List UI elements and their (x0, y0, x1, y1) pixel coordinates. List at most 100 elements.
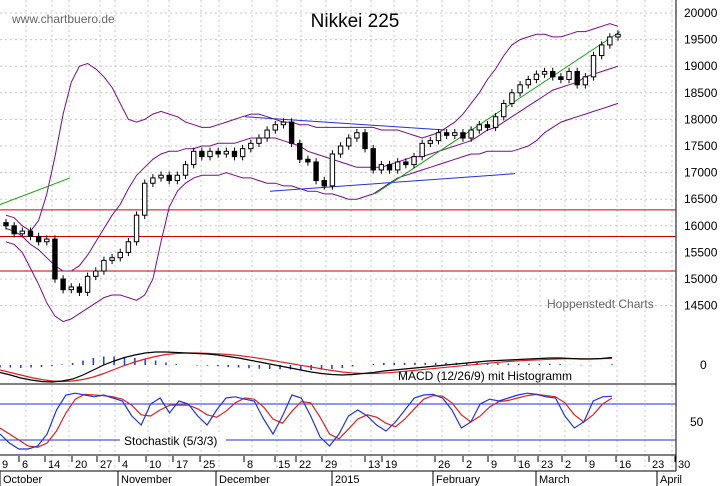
candle (394, 161, 401, 171)
candle (190, 150, 197, 166)
candle (525, 79, 531, 86)
candle (558, 76, 564, 80)
bollinger-mid (5, 65, 619, 272)
bollinger-bands (5, 23, 619, 323)
y-tick-label: 19500 (684, 33, 718, 47)
candle (239, 148, 246, 158)
month-label: 2015 (335, 474, 359, 486)
trendline-green (374, 31, 621, 195)
trendline-green (0, 177, 71, 205)
candle (256, 137, 262, 144)
y-tick-label: 17000 (684, 166, 718, 180)
candle (443, 132, 450, 136)
candle (27, 230, 34, 237)
x-tick-label: 22 (299, 459, 311, 471)
candle (174, 174, 181, 182)
x-tick-label: 25 (203, 459, 215, 471)
candle (501, 102, 507, 118)
candle (354, 132, 360, 139)
x-tick-label: 20 (75, 459, 87, 471)
month-labels: October November December 2015 February March… (0, 471, 682, 486)
candle (207, 150, 213, 158)
candle (346, 137, 352, 147)
candle (337, 145, 344, 155)
credit-label: Hoppenstedt Charts (547, 297, 654, 311)
candle (362, 132, 368, 150)
y-tick-label: 19000 (684, 59, 718, 73)
stoch-y-tick-label: 50 (690, 415, 704, 429)
candle (598, 44, 605, 57)
y-tick-label: 14500 (684, 299, 718, 313)
x-tick-label: 10 (149, 459, 161, 471)
x-tick-label: 9 (2, 459, 8, 471)
candle (52, 238, 58, 280)
candle (101, 259, 107, 272)
x-tick-label: 26 (438, 459, 450, 471)
candle (11, 225, 17, 235)
candle (517, 84, 523, 94)
y-tick-label: 15000 (684, 272, 718, 286)
candle (305, 158, 311, 163)
candle (378, 164, 385, 171)
x-tick-label: 6 (22, 459, 28, 471)
stoch-label: Stochastik (5/3/3) (124, 434, 217, 448)
y-tick-label: 17500 (684, 139, 718, 153)
y-tick-label: 15500 (684, 245, 718, 259)
candles (3, 30, 621, 297)
candle (533, 73, 540, 80)
month-label: December (219, 474, 270, 486)
x-axis-ticks: 9 6 14 20 27 4 10 17 25 8 15 22 29 13 19 26 2 9 16 23 2 9 16 23… (2, 456, 690, 471)
candle (509, 92, 515, 104)
x-tick-label: 15 (278, 459, 290, 471)
candle (215, 150, 221, 155)
candle (44, 238, 50, 243)
macd-line (0, 351, 613, 383)
candle (427, 140, 434, 144)
x-tick-label: 23 (541, 459, 553, 471)
x-tick-label: 8 (247, 459, 253, 471)
candle (223, 150, 230, 155)
support-lines (0, 209, 676, 272)
month-label: November (121, 474, 172, 486)
candle (288, 121, 295, 144)
candle (297, 142, 303, 160)
candle (117, 251, 123, 259)
bollinger-lower (5, 102, 619, 323)
candle (419, 142, 425, 158)
candle (484, 124, 491, 128)
candle (142, 182, 148, 216)
candle (280, 121, 287, 126)
x-tick-label: 19 (385, 459, 397, 471)
candle (468, 129, 474, 139)
x-tick-label: 16 (619, 459, 631, 471)
candle (248, 142, 254, 150)
candle (133, 214, 140, 243)
month-label: April (660, 474, 682, 486)
watermark: www.chartbuero.de (11, 12, 115, 26)
candle (231, 150, 238, 158)
candle (582, 76, 589, 86)
chart-title: Nikkei 225 (311, 11, 400, 32)
stochastic-panel (0, 392, 676, 450)
y-axis-ticks: 20000 19500 19000 18500 18000 17500 17000 16500… (684, 6, 718, 429)
candle (199, 150, 205, 158)
stoch-d-line (0, 393, 613, 448)
candle (435, 132, 442, 142)
month-label: February (436, 474, 481, 486)
macd-y-tick-label: 0 (700, 358, 707, 372)
candle (329, 153, 336, 187)
x-tick-label: 16 (518, 459, 530, 471)
candle (84, 275, 91, 293)
x-tick-label: 2 (466, 459, 472, 471)
candle (411, 156, 417, 166)
macd-label: MACD (12/26/9) mit Histogramm (398, 369, 572, 383)
candle (150, 177, 156, 184)
candle (566, 71, 572, 80)
x-tick-label: 2 (565, 459, 571, 471)
candle (166, 174, 172, 182)
candle (476, 124, 482, 131)
candle (3, 222, 9, 227)
candle (403, 161, 409, 166)
y-tick-label: 18000 (684, 112, 718, 126)
